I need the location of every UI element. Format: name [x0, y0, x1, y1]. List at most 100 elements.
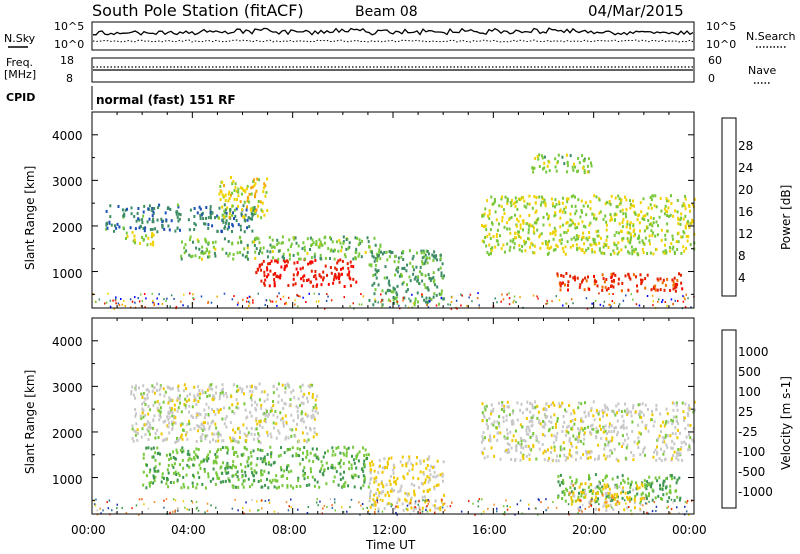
heatmap-cell — [678, 476, 681, 480]
heatmap-cell — [616, 252, 619, 256]
heatmap-cell — [318, 485, 321, 489]
heatmap-cell — [416, 455, 418, 459]
heatmap-cell — [611, 436, 614, 440]
heatmap-cell — [394, 479, 397, 483]
power-ytick-2000: 2000 — [52, 221, 83, 235]
heatmap-cell — [406, 508, 409, 512]
heatmap-cell — [433, 504, 436, 508]
heatmap-cell — [573, 162, 575, 166]
heatmap-cell — [311, 395, 314, 399]
heatmap-cell — [256, 177, 259, 181]
heatmap-cell — [222, 393, 225, 397]
heatmap-cell — [194, 254, 197, 258]
heatmap-cell — [282, 422, 285, 426]
heatmap-cell — [172, 471, 175, 475]
heatmap-cell — [604, 406, 607, 410]
heatmap-cell — [210, 383, 213, 387]
heatmap-cell — [149, 242, 152, 246]
heatmap-cell — [481, 224, 483, 227]
heatmap-cell — [516, 217, 518, 221]
heatmap-cell — [561, 201, 564, 205]
heatmap-cell — [617, 250, 620, 254]
heatmap-cell — [672, 401, 675, 405]
heatmap-cell — [158, 462, 161, 466]
heatmap-cell — [677, 240, 680, 244]
heatmap-cell — [514, 200, 517, 204]
heatmap-cell — [451, 501, 453, 504]
heatmap-cell — [214, 391, 217, 395]
heatmap-cell — [500, 300, 502, 303]
heatmap-cell — [688, 513, 690, 516]
heatmap-cell — [131, 437, 134, 441]
heatmap-cell — [425, 498, 428, 502]
heatmap-cell — [600, 489, 603, 493]
heatmap-cell — [230, 439, 233, 443]
heatmap-cell — [450, 301, 453, 303]
heatmap-cell — [575, 243, 578, 247]
heatmap-cell — [134, 396, 136, 400]
heatmap-cell — [485, 244, 488, 248]
heatmap-cell — [638, 240, 641, 244]
heatmap-cell — [349, 506, 351, 509]
heatmap-cell — [519, 408, 522, 412]
heatmap-cell — [282, 420, 285, 424]
heatmap-cell — [372, 498, 375, 502]
heatmap-cell — [578, 285, 581, 289]
heatmap-cell — [335, 470, 338, 474]
heatmap-cell — [375, 492, 378, 496]
heatmap-cell — [214, 247, 217, 251]
heatmap-cell — [648, 239, 651, 243]
heatmap-cell — [634, 211, 637, 215]
heatmap-cell — [506, 227, 509, 231]
heatmap-cell — [261, 262, 264, 266]
heatmap-cell — [664, 233, 667, 237]
heatmap-cell — [231, 410, 234, 413]
heatmap-cell — [522, 457, 525, 461]
heatmap-cell — [621, 238, 624, 242]
heatmap-cell — [147, 438, 150, 441]
heatmap-cell — [663, 437, 666, 440]
heatmap-cell — [668, 490, 671, 494]
heatmap-cell — [381, 299, 383, 302]
heatmap-cell — [208, 450, 211, 454]
heatmap-cell — [566, 488, 569, 492]
heatmap-cell — [468, 500, 470, 503]
heatmap-cell — [272, 391, 275, 395]
heatmap-cell — [652, 455, 655, 459]
heatmap-cell — [343, 470, 345, 474]
heatmap-cell — [212, 461, 215, 465]
heatmap-cell — [275, 422, 278, 426]
heatmap-cell — [192, 484, 194, 488]
heatmap-cell — [197, 429, 200, 433]
heatmap-cell — [508, 297, 511, 300]
heatmap-cell — [254, 427, 257, 431]
heatmap-cell — [621, 414, 624, 418]
heatmap-cell — [265, 462, 267, 466]
heatmap-cell — [262, 190, 265, 194]
heatmap-cell — [380, 250, 382, 254]
heatmap-cell — [590, 406, 593, 410]
heatmap-cell — [595, 230, 598, 234]
heatmap-cell — [239, 200, 242, 204]
heatmap-cell — [214, 439, 217, 443]
heatmap-cell — [165, 453, 168, 457]
heatmap-cell — [259, 200, 262, 204]
heatmap-cell — [239, 386, 242, 390]
heatmap-cell — [250, 212, 253, 216]
heatmap-cell — [510, 216, 513, 219]
heatmap-cell — [482, 225, 485, 229]
heatmap-cell — [440, 296, 443, 299]
heatmap-cell — [332, 449, 335, 453]
heatmap-cell — [601, 485, 604, 489]
heatmap-cell — [167, 463, 170, 467]
heatmap-cell — [295, 454, 298, 458]
heatmap-cell — [508, 227, 511, 231]
heatmap-cell — [301, 266, 304, 270]
heatmap-cell — [631, 429, 634, 433]
heatmap-cell — [393, 260, 396, 264]
heatmap-cell — [640, 492, 643, 496]
heatmap-cell — [369, 462, 371, 465]
heatmap-cell — [583, 431, 586, 435]
heatmap-cell — [678, 498, 681, 502]
heatmap-cell — [489, 228, 492, 232]
